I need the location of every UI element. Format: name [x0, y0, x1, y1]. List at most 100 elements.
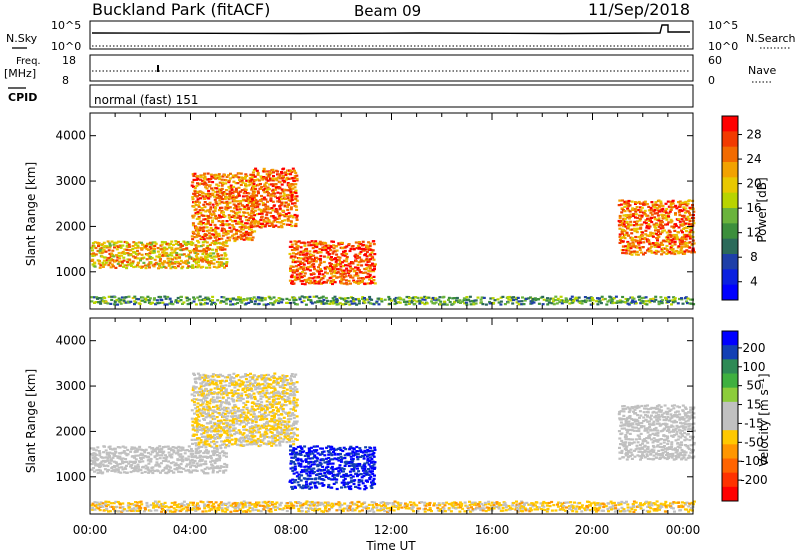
- echo-cell: [344, 297, 348, 300]
- echo-cell: [249, 233, 253, 236]
- echo-cell: [103, 508, 107, 512]
- echo-cell: [682, 206, 686, 209]
- echo-cell: [153, 263, 157, 266]
- echo-cell: [342, 507, 346, 510]
- echo-cell: [290, 502, 293, 505]
- echo-cell: [254, 505, 258, 509]
- echo-cell: [234, 302, 237, 306]
- echo-cell: [196, 213, 200, 216]
- echo-cell: [246, 508, 250, 512]
- echo-cell: [165, 455, 169, 459]
- echo-cell: [166, 242, 169, 245]
- echo-cell: [152, 502, 155, 505]
- echo-cell: [220, 262, 224, 265]
- echo-cell: [272, 175, 275, 178]
- echo-cell: [247, 225, 251, 228]
- echo-cell: [295, 174, 299, 177]
- echo-cell: [193, 192, 197, 196]
- echo-cell: [248, 510, 252, 513]
- echo-cell: [295, 195, 299, 198]
- echo-cell: [296, 276, 300, 279]
- echo-cell: [167, 460, 171, 463]
- echo-cell: [499, 303, 503, 306]
- echo-cell: [271, 168, 275, 171]
- echo-cell: [130, 466, 134, 470]
- echo-cell: [199, 197, 202, 200]
- echo-cell: [196, 377, 200, 380]
- echo-cell: [680, 243, 684, 246]
- echo-cell: [665, 207, 669, 211]
- echo-cell: [340, 274, 344, 277]
- echo-cell: [134, 509, 138, 512]
- echo-cell: [109, 505, 112, 508]
- echo-cell: [406, 300, 410, 303]
- echo-cell: [208, 210, 212, 213]
- echo-cell: [216, 374, 220, 377]
- echo-cell: [147, 455, 151, 459]
- echo-cell: [196, 252, 200, 255]
- echo-cell: [310, 260, 314, 263]
- echo-cell: [277, 217, 281, 220]
- echo-cell: [628, 204, 632, 207]
- echo-cell: [639, 302, 643, 305]
- echo-cell: [340, 279, 344, 282]
- echo-cell: [204, 446, 208, 449]
- echo-cell: [469, 510, 473, 513]
- echo-cell: [197, 419, 201, 422]
- echo-cell: [666, 504, 670, 507]
- echo-cell: [156, 247, 160, 250]
- echo-cell: [196, 372, 200, 375]
- echo-cell: [169, 505, 173, 508]
- echo-cell: [120, 451, 124, 454]
- echo-cell: [687, 505, 691, 508]
- echo-cell: [119, 452, 123, 455]
- echo-cell: [305, 254, 308, 257]
- echo-cell: [302, 266, 306, 269]
- echo-cell: [221, 243, 225, 246]
- echo-cell: [264, 220, 268, 223]
- echo-cell: [393, 500, 397, 503]
- echo-cell: [372, 303, 376, 306]
- echo-cell: [583, 296, 587, 299]
- echo-cell: [546, 507, 550, 510]
- echo-cell: [678, 205, 682, 208]
- echo-cell: [494, 505, 498, 508]
- echo-cell: [90, 453, 94, 456]
- echo-cell: [342, 282, 346, 285]
- echo-cell: [204, 399, 208, 402]
- echo-cell: [329, 263, 333, 266]
- echo-cell: [355, 507, 359, 510]
- echo-cell: [405, 503, 409, 506]
- echo-cell: [294, 501, 298, 504]
- echo-region: [617, 199, 696, 256]
- echo-cell: [119, 298, 123, 302]
- echo-cell: [220, 242, 224, 245]
- echo-cell: [214, 214, 218, 218]
- echo-cell: [229, 210, 233, 213]
- echo-cell: [217, 412, 221, 415]
- echo-cell: [214, 190, 218, 194]
- echo-cell: [289, 214, 293, 217]
- echo-cell: [627, 249, 631, 252]
- echo-cell: [666, 249, 670, 252]
- echo-cell: [393, 298, 397, 301]
- echo-cell: [360, 281, 364, 284]
- echo-cell: [679, 251, 683, 254]
- echo-cell: [644, 300, 648, 303]
- echo-cell: [626, 506, 630, 509]
- echo-cell: [112, 460, 116, 463]
- echo-cell: [514, 298, 518, 301]
- echo-cell: [253, 302, 257, 306]
- echo-cell: [302, 263, 306, 266]
- echo-cell: [195, 235, 199, 238]
- echo-cell: [653, 244, 657, 247]
- echo-cell: [106, 240, 110, 243]
- echo-cell: [149, 302, 153, 305]
- echo-cell: [123, 508, 127, 511]
- echo-cell: [161, 452, 165, 455]
- echo-cell: [93, 462, 97, 465]
- echo-cell: [217, 430, 221, 433]
- echo-cell: [570, 508, 573, 511]
- echo-cell: [184, 255, 188, 258]
- echo-cell: [356, 274, 360, 277]
